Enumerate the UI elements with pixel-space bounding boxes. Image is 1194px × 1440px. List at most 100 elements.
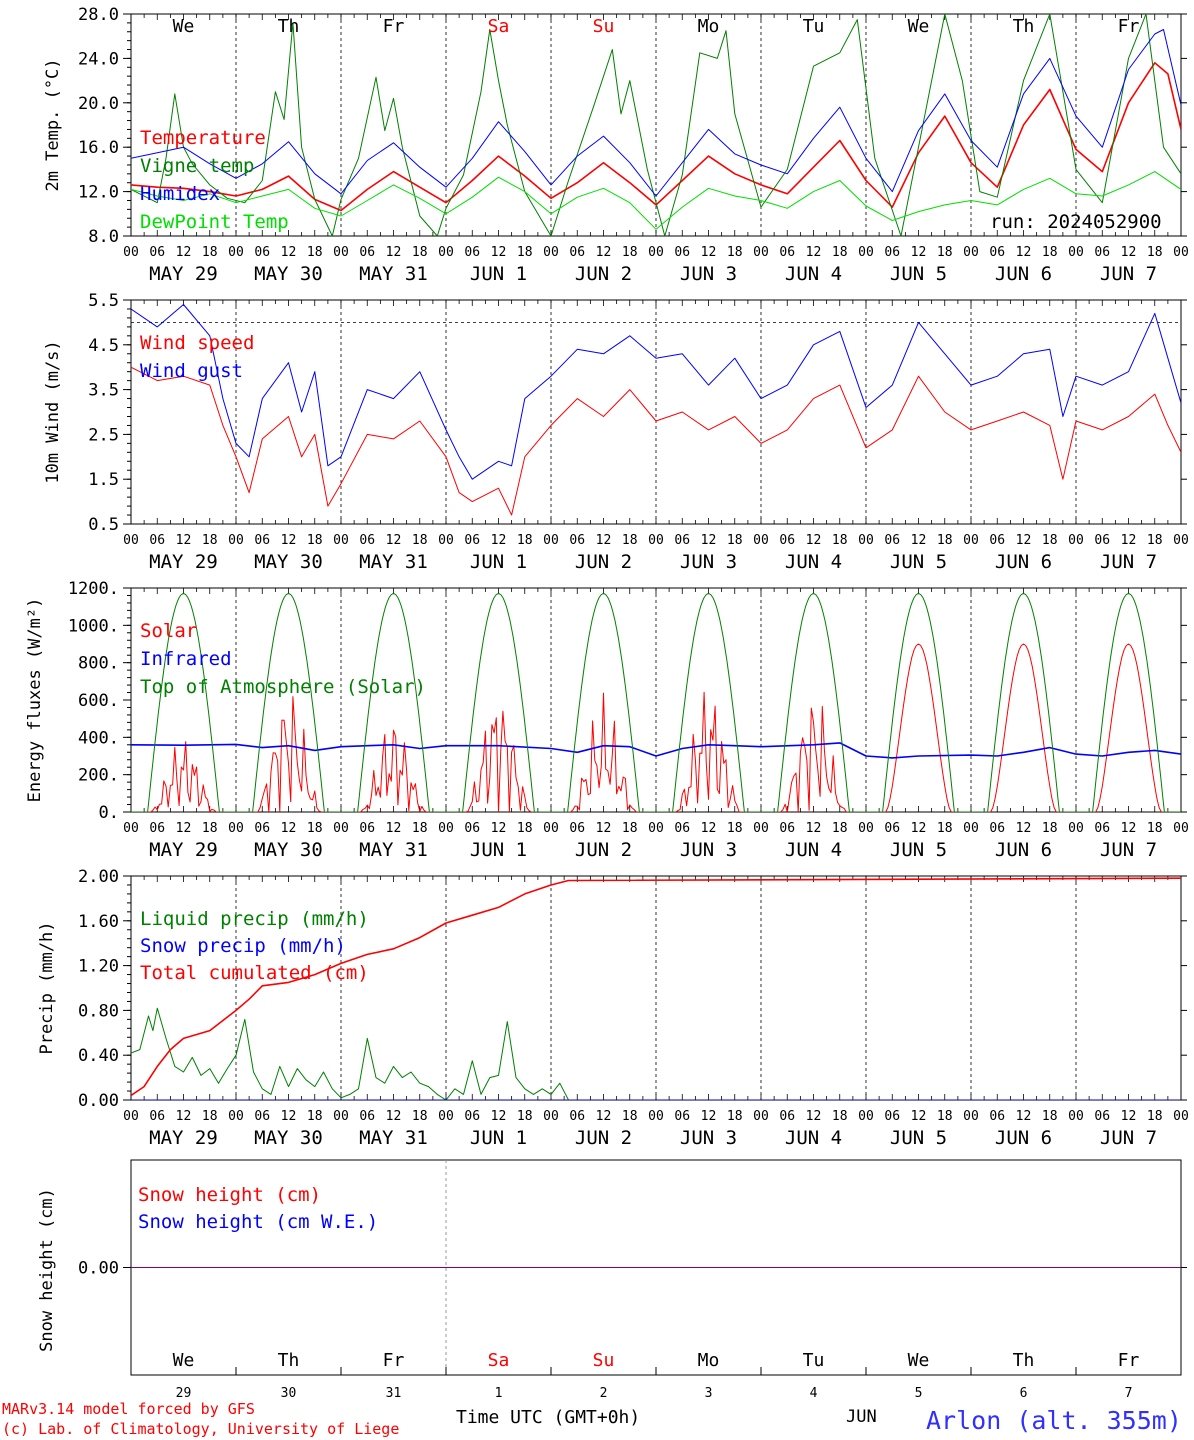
hour-tick-label: 12 [1016, 1109, 1032, 1124]
date-label: JUN 2 [575, 839, 632, 861]
hour-tick-label: 00 [1173, 821, 1189, 836]
x-axis-title: Time UTC (GMT+0h) [456, 1407, 640, 1428]
hour-tick-label: 00 [1068, 821, 1084, 836]
station-name: Arlon (alt. 355m) [926, 1406, 1182, 1435]
y-tick-label: 2.00 [78, 867, 119, 887]
day-number-label: 7 [1125, 1386, 1133, 1401]
hour-tick-label: 06 [254, 245, 270, 260]
date-label: MAY 29 [149, 1127, 218, 1149]
day-number-label: 30 [281, 1386, 297, 1401]
day-abbr-label: Th [278, 1350, 300, 1371]
date-label: MAY 30 [254, 551, 323, 573]
hour-tick-label: 12 [386, 821, 402, 836]
hour-tick-label: 12 [491, 245, 507, 260]
date-label: MAY 30 [254, 839, 323, 861]
y-tick-label: 200. [78, 766, 119, 786]
series-line-1 [131, 366, 1181, 516]
date-label: JUN 1 [470, 839, 527, 861]
hour-tick-label: 12 [281, 245, 297, 260]
hour-tick-label: 12 [1121, 533, 1137, 548]
y-tick-label: 24.0 [78, 49, 119, 69]
panel-4: 0.00 0.40 0.80 1.20 1.60 2.00 Precip (mm/h) Liq… [37, 867, 1189, 1149]
hour-tick-label: 12 [176, 821, 192, 836]
hour-tick-label: 00 [123, 821, 139, 836]
hour-tick-label: 18 [517, 821, 533, 836]
y-tick-label: 1.5 [88, 470, 119, 490]
y-tick-label: 4.5 [88, 336, 119, 356]
day-abbr-label: We [173, 1350, 195, 1371]
hour-tick-label: 12 [701, 245, 717, 260]
day-abbr-label: We [908, 1350, 930, 1371]
hour-tick-label: 12 [701, 533, 717, 548]
hour-tick-label: 12 [176, 245, 192, 260]
hour-tick-label: 12 [596, 245, 612, 260]
hour-tick-label: 18 [727, 821, 743, 836]
date-label: MAY 31 [359, 551, 428, 573]
day-abbr-label: Fr [383, 1350, 405, 1371]
date-label: MAY 31 [359, 839, 428, 861]
legend-entry: Snow height (cm) [138, 1184, 321, 1206]
hour-tick-label: 12 [911, 1109, 927, 1124]
panels-group: 8.0 12.0 16.0 20.0 24.0 28.0 2m Temp. (°C) Temp… [25, 5, 1189, 1401]
hour-tick-label: 12 [491, 821, 507, 836]
hour-tick-label: 12 [1121, 245, 1137, 260]
hour-tick-label: 12 [176, 1109, 192, 1124]
day-abbr-label: Mo [698, 1350, 720, 1371]
hour-tick-label: 06 [1094, 533, 1110, 548]
hour-tick-label: 12 [386, 533, 402, 548]
hour-tick-label: 06 [464, 245, 480, 260]
hour-tick-label: 12 [806, 245, 822, 260]
hour-tick-label: 18 [1147, 533, 1163, 548]
date-label: MAY 29 [149, 551, 218, 573]
series-line-3 [131, 593, 1181, 812]
date-label: JUN 7 [1100, 551, 1157, 573]
date-label: JUN 6 [995, 839, 1052, 861]
hour-tick-label: 06 [779, 1109, 795, 1124]
hour-tick-label: 00 [1068, 533, 1084, 548]
date-label: JUN 5 [890, 839, 947, 861]
hour-tick-label: 00 [1173, 245, 1189, 260]
series-line-4 [131, 171, 1181, 230]
hour-tick-label: 06 [674, 821, 690, 836]
hour-tick-label: 18 [517, 1109, 533, 1124]
day-abbr-label: Su [593, 1350, 615, 1371]
date-label: JUN 4 [785, 839, 842, 861]
day-abbr-label: Su [593, 16, 615, 37]
hour-tick-label: 00 [963, 533, 979, 548]
hour-tick-label: 06 [569, 1109, 585, 1124]
hour-tick-label: 12 [911, 821, 927, 836]
date-label: JUN 4 [785, 263, 842, 285]
hour-tick-label: 18 [307, 1109, 323, 1124]
series-line-1 [131, 62, 1181, 212]
hour-tick-label: 18 [937, 533, 953, 548]
hour-tick-label: 00 [543, 245, 559, 260]
legend-entry: Infrared [140, 648, 232, 670]
legend-entry: Liquid precip (mm/h) [140, 908, 369, 930]
panel-2: 0.5 1.5 2.5 3.5 4.5 5.5 10m Wind (m/s) Wind spe… [43, 291, 1189, 573]
hour-tick-label: 00 [438, 821, 454, 836]
hour-tick-label: 18 [1147, 1109, 1163, 1124]
hour-tick-label: 06 [674, 1109, 690, 1124]
hour-tick-label: 12 [596, 533, 612, 548]
hour-tick-label: 18 [412, 821, 428, 836]
hour-tick-label: 06 [674, 533, 690, 548]
hour-tick-label: 12 [701, 1109, 717, 1124]
legend-entry: Temperature [140, 127, 266, 149]
y-tick-label: 1.60 [78, 912, 119, 932]
hour-tick-label: 00 [333, 533, 349, 548]
hour-tick-label: 00 [753, 533, 769, 548]
y-tick-label: 5.5 [88, 291, 119, 311]
run-annotation: run: 2024052900 [990, 211, 1162, 233]
hour-tick-label: 06 [989, 1109, 1005, 1124]
hour-tick-label: 18 [937, 245, 953, 260]
y-tick-label: 400. [78, 728, 119, 748]
hour-tick-label: 06 [989, 245, 1005, 260]
date-label: JUN 2 [575, 551, 632, 573]
hour-tick-label: 00 [1173, 1109, 1189, 1124]
hour-tick-label: 06 [254, 821, 270, 836]
y-tick-label: 1.20 [78, 957, 119, 977]
month-label: JUN [846, 1407, 877, 1427]
hour-tick-label: 18 [1147, 821, 1163, 836]
hour-tick-label: 06 [569, 245, 585, 260]
